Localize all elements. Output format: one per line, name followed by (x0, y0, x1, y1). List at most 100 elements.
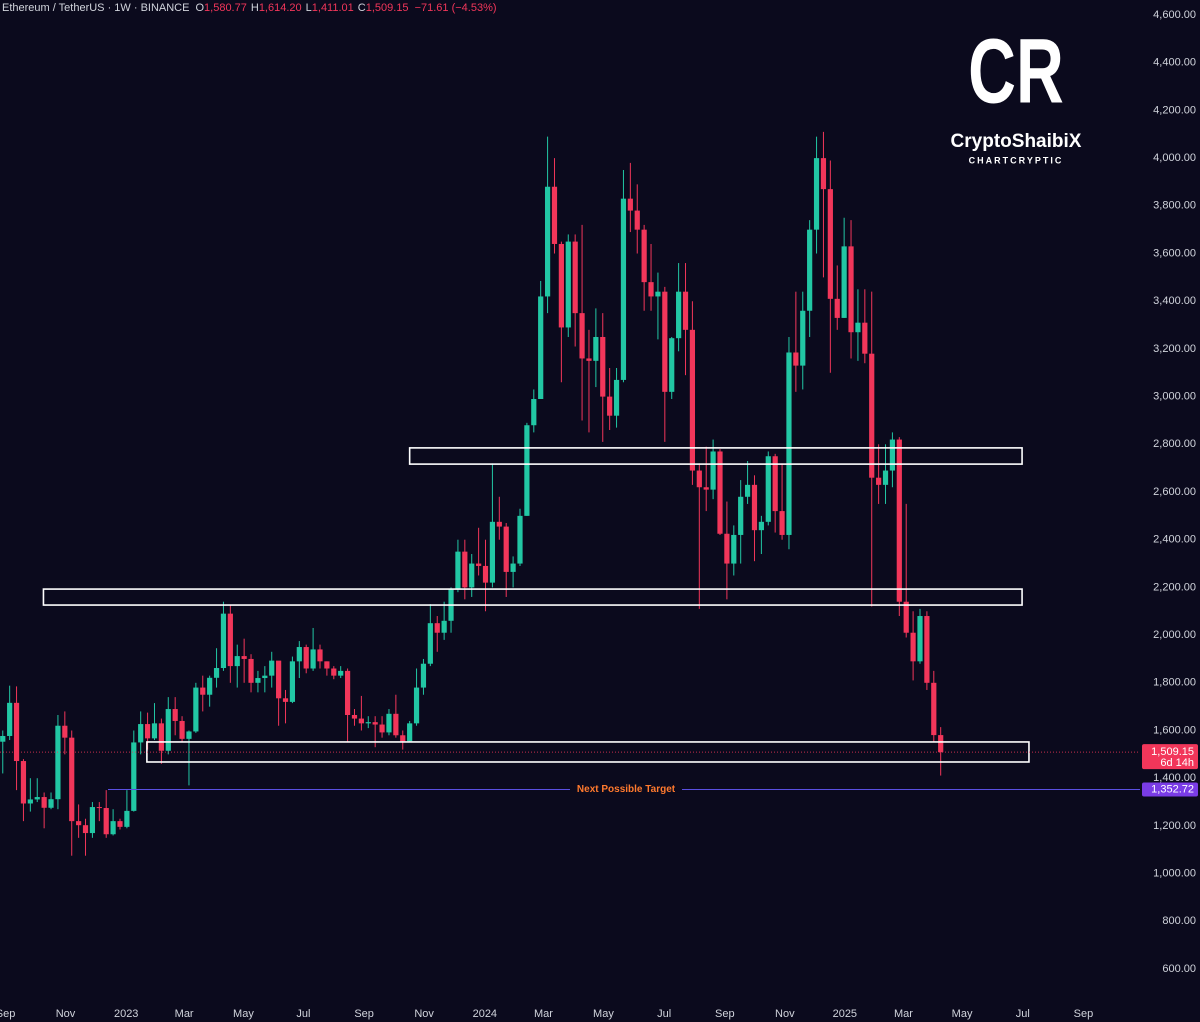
candle-body (331, 668, 337, 676)
candle-body (34, 797, 40, 800)
candle-body (351, 715, 358, 719)
candle-body (241, 656, 247, 659)
countdown: 6d 14h (1160, 757, 1194, 769)
candle-body (186, 731, 192, 739)
candle-body (110, 821, 116, 835)
candle-body (738, 496, 744, 535)
candle-body (55, 725, 61, 800)
candle-body (407, 723, 413, 742)
logo-mark: CR (968, 19, 1064, 122)
candle-body (358, 718, 364, 724)
candle-body (896, 439, 902, 602)
candle-body (441, 620, 447, 633)
candle-body (503, 526, 509, 572)
last-price-label: 1,509.15 (1151, 746, 1194, 758)
y-tick-label: 800.00 (1162, 915, 1196, 927)
candle-body (276, 660, 282, 699)
candle-body (124, 810, 130, 827)
candle-body (634, 210, 640, 230)
candle-body (496, 521, 502, 527)
candle-body (724, 533, 730, 564)
candle-body (234, 656, 240, 667)
candle-body (689, 329, 696, 471)
x-tick-label: 2024 (473, 1008, 497, 1020)
x-tick-label: Nov (414, 1008, 434, 1020)
candle-body (213, 668, 220, 678)
candle-body (607, 396, 613, 416)
candle-body (579, 313, 585, 359)
ohlc-value: 1,614.20 (259, 2, 302, 14)
candle-body (676, 291, 682, 339)
candle-body (41, 797, 47, 808)
candle-body (193, 687, 199, 732)
x-tick-label: Nov (56, 1008, 76, 1020)
candle-body (69, 737, 75, 822)
candle-body (434, 623, 440, 633)
candle-body (662, 291, 668, 392)
y-tick-label: 3,600.00 (1153, 247, 1196, 259)
candle-body (655, 291, 661, 297)
x-tick-label: Sep (715, 1008, 735, 1020)
candle-body (13, 702, 20, 762)
candle-body (131, 742, 137, 811)
change: −71.61 (−4.53%) (415, 2, 497, 14)
y-tick-label: 4,200.00 (1153, 104, 1196, 116)
candle-body (400, 735, 406, 742)
candle-body (600, 336, 606, 397)
symbol: Ethereum / TetherUS · 1W · BINANCE (2, 2, 189, 14)
candle-body (303, 647, 309, 669)
candle-body (903, 601, 909, 633)
x-tick-label: 2025 (833, 1008, 857, 1020)
x-tick-label: May (952, 1008, 973, 1020)
plot: 600.00 800.00 1,000.00 1,200.00 1,400.00 1,60… (0, 9, 1198, 1020)
y-tick-label: 4,600.00 (1153, 9, 1196, 21)
candle-body (565, 241, 571, 328)
candle-body (538, 296, 544, 399)
x-tick-label: Jul (296, 1008, 310, 1020)
x-tick-label: Jul (1016, 1008, 1030, 1020)
candle-body (586, 358, 592, 361)
candle-body (200, 687, 206, 695)
y-tick-label: 1,600.00 (1153, 724, 1196, 736)
candle-body (648, 282, 654, 297)
candle-body (710, 451, 716, 490)
target-tag (1142, 782, 1198, 797)
candle-body (924, 616, 930, 683)
candle-body (848, 246, 854, 333)
x-tick-label: Sep (1074, 1008, 1094, 1020)
candle-body (862, 322, 868, 354)
candle-body (517, 515, 523, 564)
candle-body (758, 521, 764, 531)
zone (146, 741, 1030, 763)
candle-body (938, 735, 944, 753)
y-tick-label: 2,200.00 (1153, 581, 1196, 593)
target-text: Next Possible Target (577, 784, 676, 795)
candle-body (841, 246, 847, 318)
candle-body (669, 338, 675, 392)
candle-body (151, 723, 158, 739)
candle-body (889, 439, 896, 471)
y-tick-label: 1,800.00 (1153, 677, 1196, 689)
candle-body (289, 661, 296, 702)
candle-body (751, 484, 758, 531)
candle-body (262, 675, 268, 679)
y-tick-label: 1,200.00 (1153, 820, 1196, 832)
candle-body (462, 551, 468, 588)
candle-body (917, 616, 923, 662)
x-tick-label: 2023 (114, 1008, 138, 1020)
candle-body (855, 322, 861, 333)
candle-body (62, 725, 68, 738)
candle-body (469, 563, 475, 588)
ohlc-value: 1,580.77 (204, 2, 247, 14)
candle-body (482, 565, 489, 583)
candle-body (310, 649, 316, 669)
y-tick-label: 4,400.00 (1153, 57, 1196, 69)
candle-body (779, 511, 785, 535)
x-tick-label: Mar (175, 1008, 194, 1020)
candle-body (207, 677, 213, 695)
candle-body (731, 534, 737, 564)
candle-body (696, 470, 702, 488)
ohlc-key: O (195, 2, 204, 14)
candle-body (620, 198, 627, 380)
ohlc-key: L (306, 2, 312, 14)
